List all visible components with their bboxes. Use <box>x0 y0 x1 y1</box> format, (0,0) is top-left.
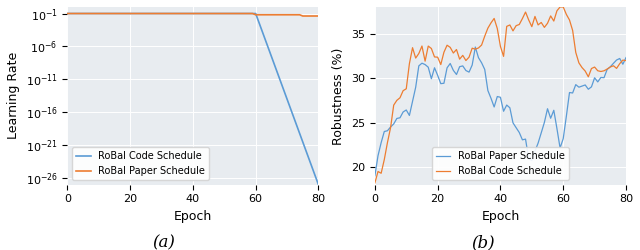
Line: RoBal Code Schedule: RoBal Code Schedule <box>67 14 319 185</box>
RoBal Paper Schedule <box>578 84 586 87</box>
RoBal Paper Schedule <box>531 150 539 153</box>
RoBal Paper Schedule <box>591 76 598 79</box>
Line: RoBal Code Schedule: RoBal Code Schedule <box>375 7 626 183</box>
X-axis label: Epoch: Epoch <box>481 210 520 223</box>
RoBal Paper Schedule <box>268 13 275 16</box>
RoBal Paper Schedule <box>512 126 520 129</box>
RoBal Code Schedule <box>315 183 323 186</box>
RoBal Code Schedule <box>371 182 379 184</box>
RoBal Paper Schedule <box>472 46 479 48</box>
RoBal Code Schedule <box>591 66 598 68</box>
RoBal Code Schedule <box>280 89 288 92</box>
Legend: RoBal Paper Schedule, RoBal Code Schedule: RoBal Paper Schedule, RoBal Code Schedul… <box>432 147 569 180</box>
RoBal Paper Schedule <box>63 12 71 15</box>
RoBal Code Schedule <box>289 115 297 118</box>
Legend: RoBal Code Schedule, RoBal Paper Schedule: RoBal Code Schedule, RoBal Paper Schedul… <box>72 147 209 180</box>
RoBal Code Schedule <box>556 6 564 8</box>
RoBal Code Schedule <box>622 59 630 62</box>
RoBal Code Schedule <box>600 69 608 72</box>
X-axis label: Epoch: Epoch <box>174 210 212 223</box>
RoBal Paper Schedule <box>622 56 630 59</box>
RoBal Paper Schedule <box>280 13 288 16</box>
RoBal Code Schedule <box>509 30 517 32</box>
RoBal Paper Schedule <box>559 137 567 140</box>
RoBal Code Schedule <box>202 12 209 15</box>
RoBal Paper Schedule <box>315 14 323 18</box>
RoBal Code Schedule <box>63 12 71 15</box>
RoBal Paper Schedule <box>371 174 379 178</box>
Text: (b): (b) <box>472 234 495 250</box>
RoBal Code Schedule <box>249 12 257 15</box>
Y-axis label: Robustness (%): Robustness (%) <box>332 47 346 144</box>
Text: (a): (a) <box>152 234 175 250</box>
RoBal Paper Schedule <box>202 12 209 15</box>
Line: RoBal Paper Schedule: RoBal Paper Schedule <box>67 14 319 16</box>
RoBal Code Schedule <box>528 25 536 28</box>
RoBal Paper Schedule <box>600 76 608 79</box>
RoBal Code Schedule <box>220 12 228 15</box>
Y-axis label: Learning Rate: Learning Rate <box>7 52 20 140</box>
RoBal Code Schedule <box>559 6 567 8</box>
RoBal Paper Schedule <box>249 12 257 15</box>
RoBal Paper Schedule <box>220 12 228 15</box>
RoBal Code Schedule <box>578 66 586 69</box>
RoBal Paper Schedule <box>289 13 297 16</box>
Line: RoBal Paper Schedule: RoBal Paper Schedule <box>375 47 626 176</box>
RoBal Paper Schedule <box>299 14 307 18</box>
RoBal Code Schedule <box>268 55 275 58</box>
